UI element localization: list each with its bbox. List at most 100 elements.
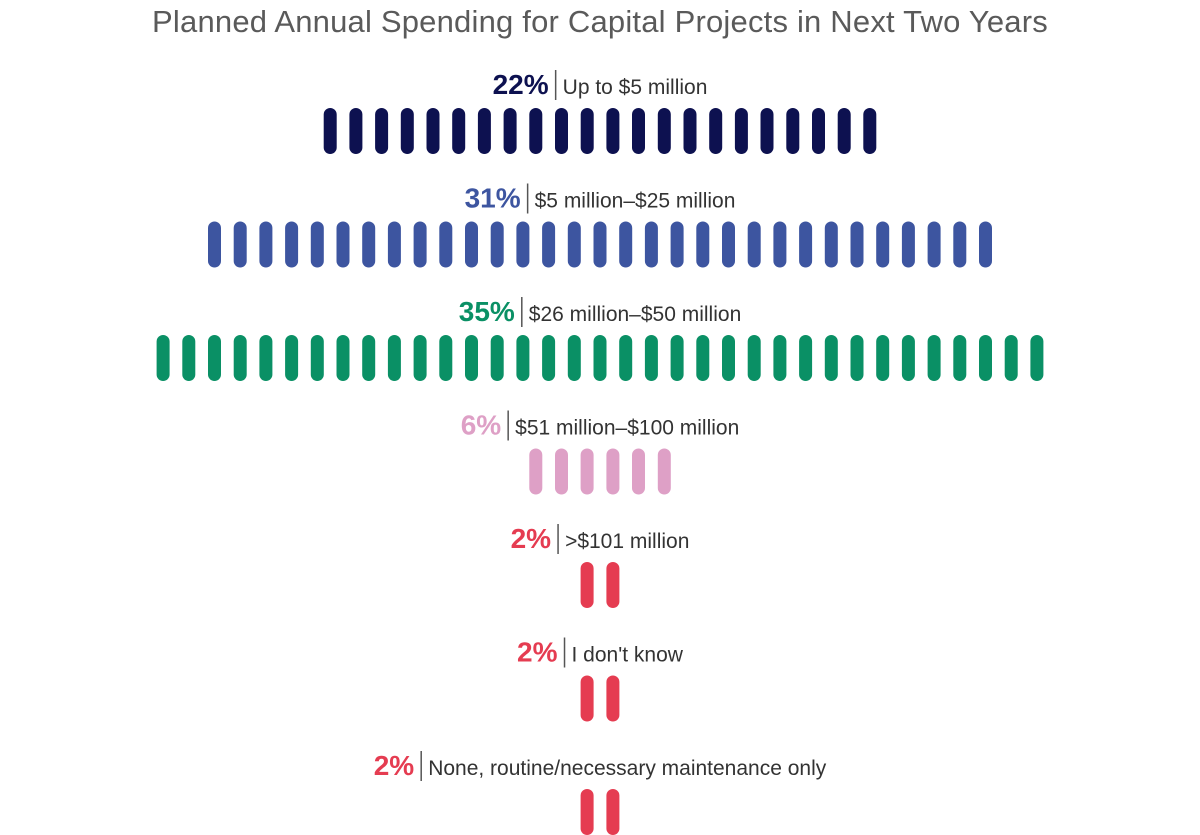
category-label: Up to $5 million xyxy=(563,76,708,99)
pictogram-unit xyxy=(362,221,376,268)
pictogram-unit xyxy=(876,221,890,268)
pictogram-unit xyxy=(336,221,350,268)
pictogram-unit xyxy=(542,335,556,381)
pictogram-unit xyxy=(233,335,247,381)
pictogram-unit xyxy=(606,789,620,835)
pictogram-unit xyxy=(619,221,633,268)
pictogram-unit xyxy=(786,108,800,154)
percent-label: 2% xyxy=(511,523,552,554)
pictogram-unit xyxy=(657,108,671,154)
pictogram-unit xyxy=(824,335,838,381)
pictogram-unit xyxy=(760,108,774,154)
pictogram-unit xyxy=(593,335,607,381)
pictogram-unit xyxy=(156,335,170,381)
pictogram-unit xyxy=(670,335,684,381)
percent-label: 22% xyxy=(493,69,549,100)
pictogram-unit xyxy=(387,335,401,381)
pictogram-unit xyxy=(927,221,941,268)
pictogram-unit xyxy=(593,221,607,268)
pictogram-unit xyxy=(953,335,967,381)
pictogram-unit xyxy=(477,108,491,154)
pictogram-unit xyxy=(567,221,581,268)
pictogram-unit xyxy=(413,335,427,381)
pictogram-unit xyxy=(452,108,466,154)
row-none-routine-necessary-maintenance-only: 2% None, routine/necessary maintenance on… xyxy=(374,750,827,835)
pictogram-unit xyxy=(580,675,594,722)
category-label: $26 million–$50 million xyxy=(529,303,741,326)
pictogram-unit xyxy=(606,675,620,722)
pictogram-unit xyxy=(542,221,556,268)
pictogram-unit xyxy=(439,221,453,268)
pictogram-unit xyxy=(632,108,645,154)
pictogram-unit xyxy=(773,335,787,381)
category-label: $5 million–$25 million xyxy=(535,190,736,213)
pictogram-unit xyxy=(812,108,825,154)
pictogram-unit xyxy=(233,221,247,268)
pictogram-unit xyxy=(400,108,414,154)
pictogram-unit xyxy=(837,108,851,154)
pictogram-unit xyxy=(580,108,594,154)
pictogram-unit xyxy=(606,448,620,495)
pictogram-unit xyxy=(208,335,221,381)
pictogram-unit xyxy=(722,221,735,268)
pictogram-unit xyxy=(285,221,299,268)
pictogram-unit xyxy=(375,108,389,154)
pictogram-unit xyxy=(799,221,813,268)
pictogram-unit xyxy=(709,108,723,154)
pictogram-unit xyxy=(1030,335,1044,381)
row-5-million-25-million: 31% $5 million–$25 million xyxy=(208,183,992,268)
pictogram-unit xyxy=(516,335,530,381)
pictogram-unit xyxy=(439,335,453,381)
pictogram-unit xyxy=(799,335,813,381)
pictogram-unit xyxy=(323,108,337,154)
pictogram-unit xyxy=(722,335,735,381)
pictogram-unit xyxy=(901,335,915,381)
pictogram-unit xyxy=(619,335,633,381)
pictogram-unit xyxy=(259,221,273,268)
pictogram-unit xyxy=(426,108,440,154)
pictogram-unit xyxy=(465,221,478,268)
pictogram-unit xyxy=(901,221,915,268)
pictogram-unit xyxy=(747,335,761,381)
pictogram-unit xyxy=(953,221,967,268)
chart-title: Planned Annual Spending for Capital Proj… xyxy=(152,4,1048,39)
pictogram-unit xyxy=(310,221,324,268)
pictogram-unit xyxy=(580,562,594,608)
pictogram-unit xyxy=(850,335,864,381)
pictogram-unit xyxy=(387,221,401,268)
pictogram-unit xyxy=(567,335,581,381)
pictogram-unit xyxy=(696,221,710,268)
category-label: >$101 million xyxy=(565,530,689,553)
pictogram-unit xyxy=(863,108,877,154)
pictogram-unit xyxy=(529,108,543,154)
pictogram-unit xyxy=(490,221,504,268)
pictogram-unit xyxy=(606,562,620,608)
percent-label: 2% xyxy=(374,750,415,781)
pictogram-unit xyxy=(747,221,761,268)
row-101-million: 2% >$101 million xyxy=(511,523,689,608)
pictogram-unit xyxy=(490,335,504,381)
category-label: None, routine/necessary maintenance only xyxy=(428,757,827,780)
pictogram-unit xyxy=(580,448,594,495)
percent-label: 35% xyxy=(459,296,515,327)
pictogram-unit xyxy=(349,108,363,154)
row-i-don-t-know: 2% I don't know xyxy=(517,637,684,722)
row-26-million-50-million: 35% $26 million–$50 million xyxy=(156,296,1044,381)
row-up-to-5-million: 22% Up to $5 million xyxy=(323,69,877,154)
row-51-million-100-million: 6% $51 million–$100 million xyxy=(461,410,739,495)
pictogram-unit xyxy=(285,335,299,381)
pictogram-unit xyxy=(644,221,658,268)
pictogram-unit xyxy=(670,221,684,268)
pictogram-unit xyxy=(555,108,568,154)
pictogram-unit xyxy=(336,335,350,381)
pictogram-unit xyxy=(606,108,620,154)
pictogram-unit xyxy=(632,448,645,495)
pictogram-unit xyxy=(657,448,671,495)
pictogram-unit xyxy=(644,335,658,381)
pictogram-unit xyxy=(259,335,273,381)
pictogram-unit xyxy=(310,335,324,381)
pictogram-unit xyxy=(555,448,568,495)
pictogram-unit xyxy=(529,448,543,495)
percent-label: 6% xyxy=(461,410,502,441)
